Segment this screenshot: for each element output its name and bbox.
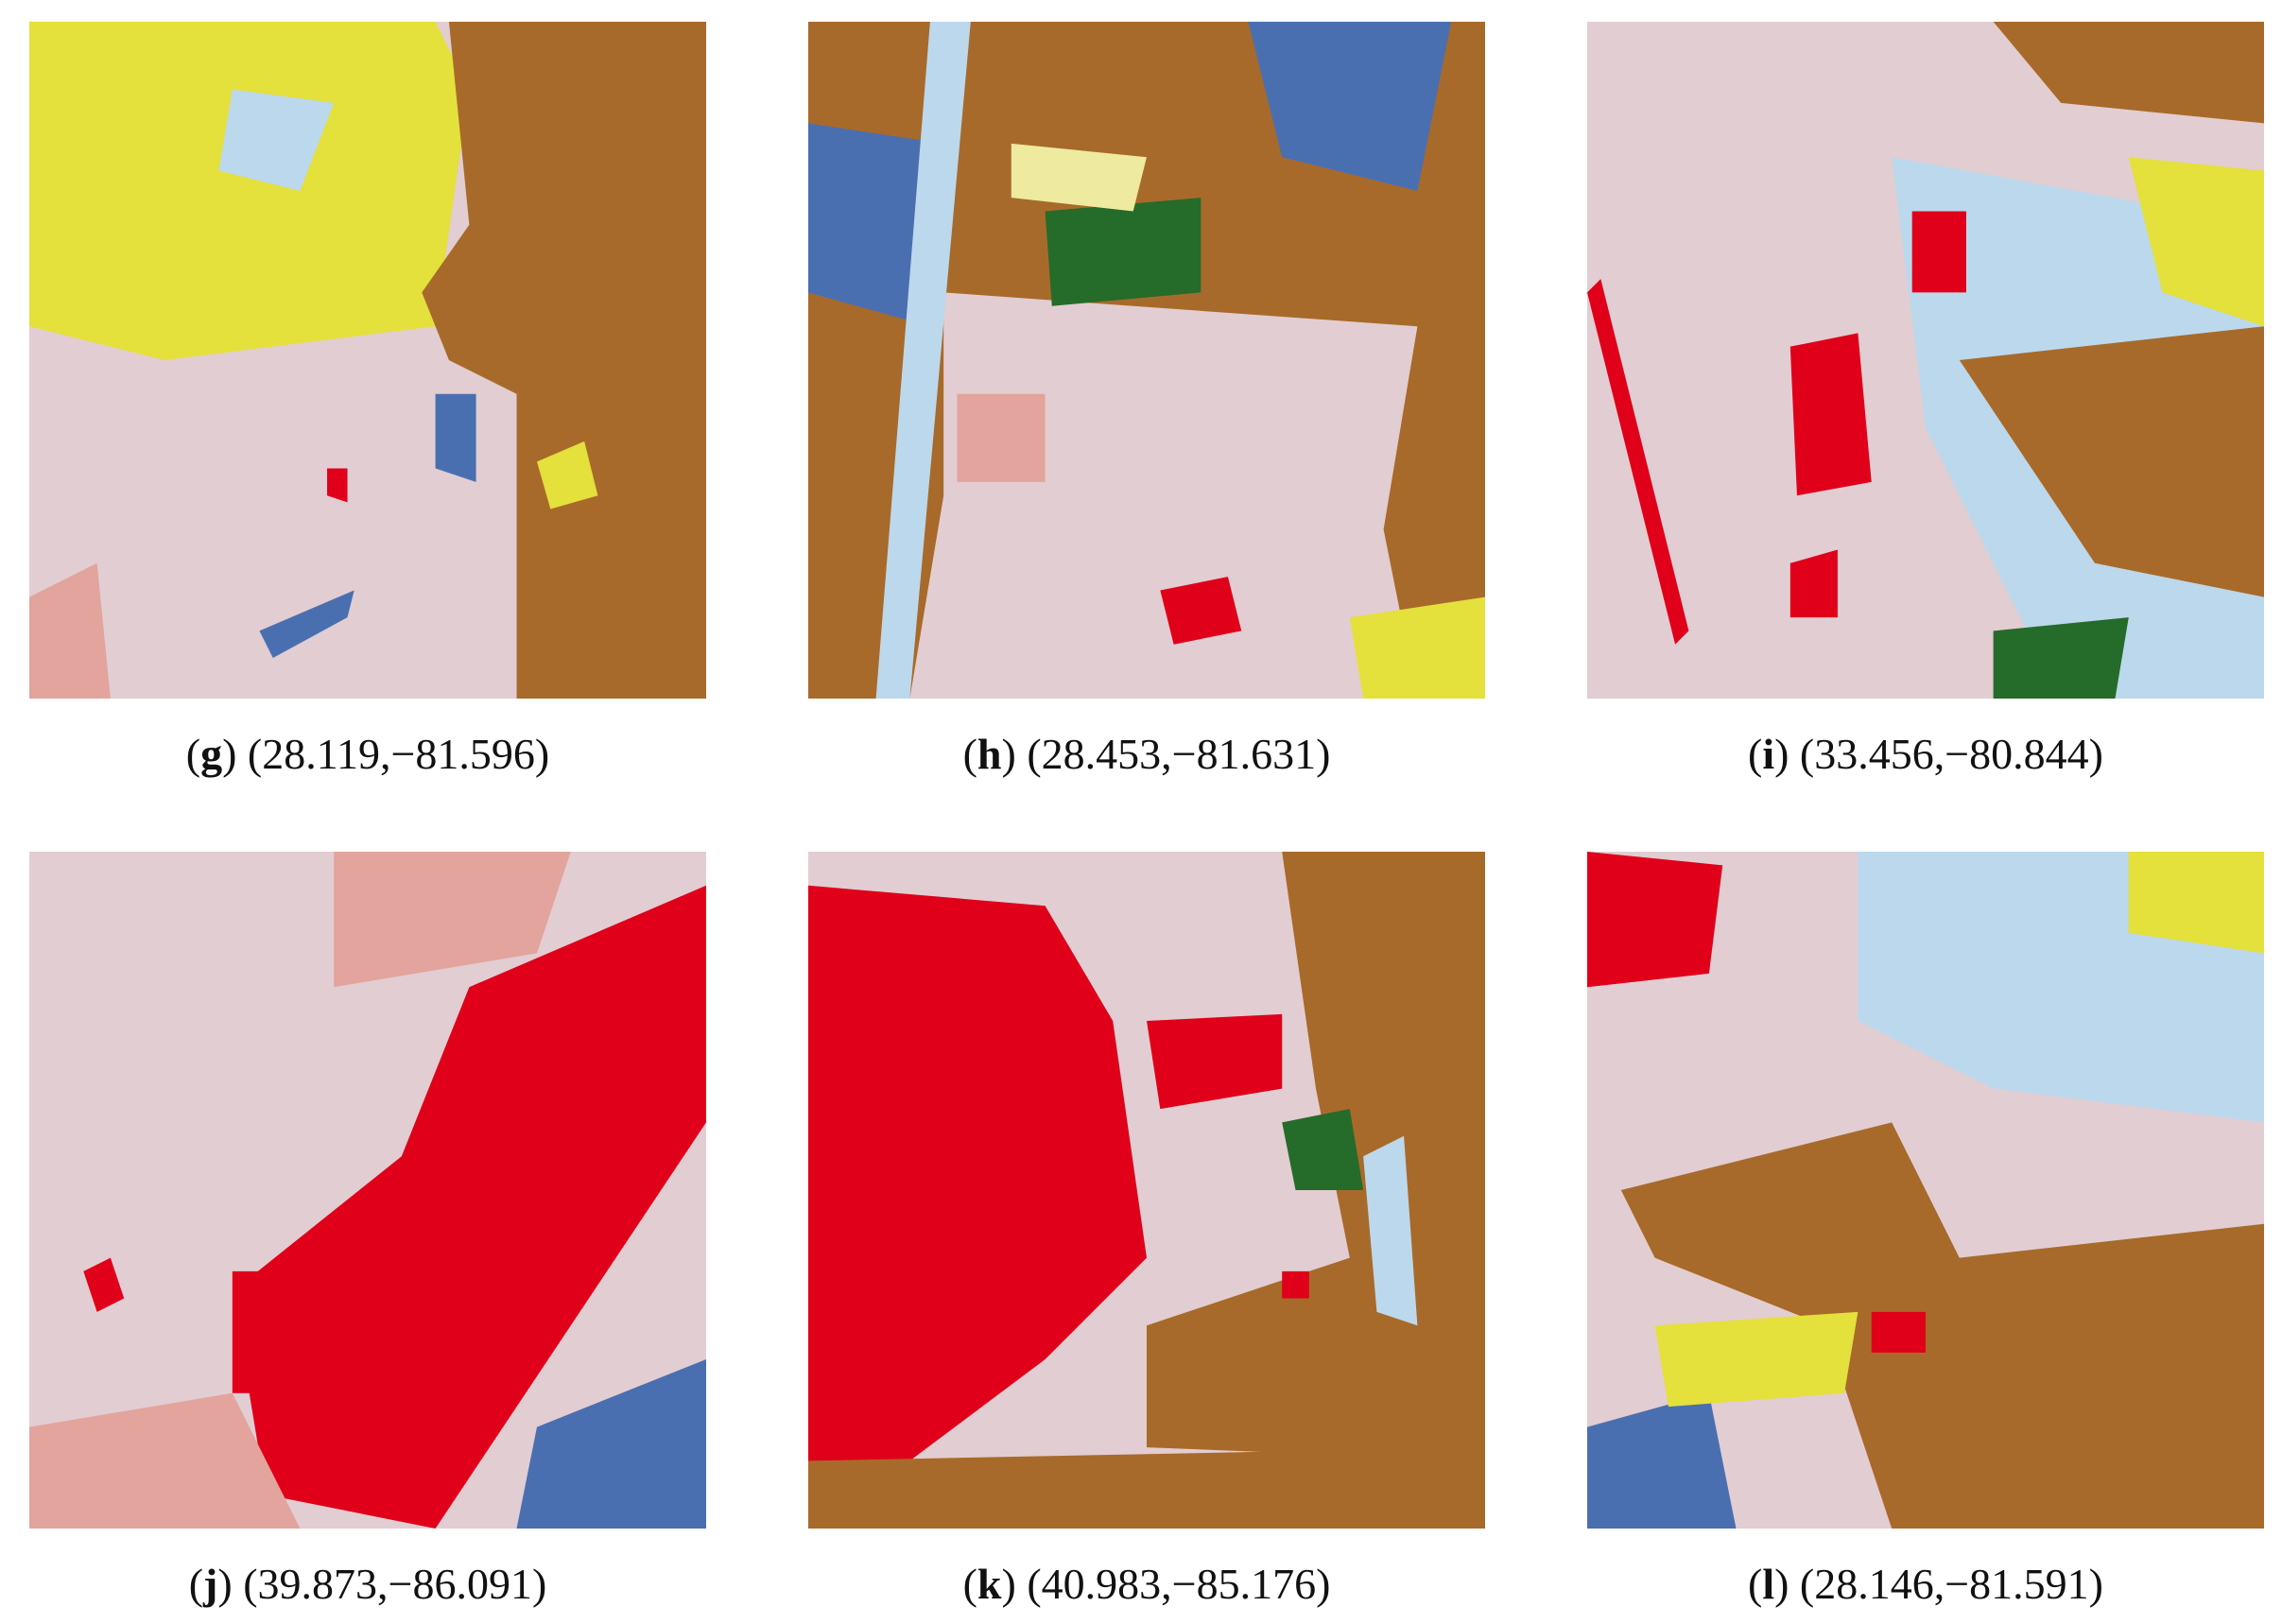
land-cover-map xyxy=(1587,22,2264,699)
land-patch xyxy=(1871,1311,1926,1353)
land-patch xyxy=(1959,326,2264,597)
land-cover-map xyxy=(1587,852,2264,1529)
caption-text: ) (40.983,−85.176) xyxy=(1001,1560,1331,1608)
land-patch xyxy=(875,22,971,699)
panel-letter: l xyxy=(1762,1560,1775,1608)
map-panel: (j) (39.873,−86.091) xyxy=(29,852,706,1608)
caption-text: ( xyxy=(962,1560,977,1608)
caption: (i) (33.456,−80.844) xyxy=(1587,729,2264,779)
land-patch xyxy=(1349,596,1485,699)
land-patch xyxy=(909,292,1418,699)
caption-text: ( xyxy=(188,1560,204,1608)
land-patch xyxy=(327,468,348,503)
map-panel: (l) (28.146,−81.591) xyxy=(1587,852,2264,1608)
land-patch xyxy=(1911,211,1966,293)
land-patch xyxy=(1248,22,1452,191)
land-patch xyxy=(1282,1270,1309,1299)
panel-letter: k xyxy=(977,1560,1002,1608)
land-patch xyxy=(83,1257,125,1312)
land-patch xyxy=(232,1270,368,1393)
land-patch xyxy=(1160,577,1242,645)
land-patch xyxy=(2128,852,2264,954)
caption-text: ) (28.453,−81.631) xyxy=(1001,730,1331,778)
land-patch xyxy=(1993,22,2264,124)
land-patch xyxy=(29,562,111,699)
panel-letter: j xyxy=(203,1560,218,1608)
caption: (g) (28.119,−81.596) xyxy=(29,729,706,779)
land-cover-map xyxy=(808,22,1485,699)
panel-letter: i xyxy=(1762,730,1775,778)
caption-text: ( xyxy=(1747,730,1763,778)
land-patch xyxy=(29,22,470,360)
land-patch xyxy=(516,1359,706,1529)
land-patch xyxy=(218,89,335,191)
land-patch xyxy=(422,22,706,699)
map-panel: (h) (28.453,−81.631) xyxy=(808,22,1485,778)
land-cover-map xyxy=(808,852,1485,1529)
map-panel: (g) (28.119,−81.596) xyxy=(29,22,706,778)
land-patch xyxy=(1587,279,1689,645)
caption-text: ) (39.873,−86.091) xyxy=(217,1560,547,1608)
land-patch xyxy=(1011,143,1147,212)
land-patch xyxy=(1147,1013,1283,1110)
land-patch xyxy=(808,1447,1485,1529)
land-patch xyxy=(1620,1122,2264,1529)
caption-text: ( xyxy=(1747,1560,1763,1608)
caption-text: ) (33.456,−80.844) xyxy=(1774,730,2103,778)
land-patch xyxy=(1654,1311,1858,1408)
land-patch xyxy=(808,885,1147,1475)
land-patch xyxy=(1587,1392,1737,1529)
land-patch xyxy=(259,590,354,659)
map-panel: (k) (40.983,−85.176) xyxy=(808,852,1485,1608)
land-patch xyxy=(1789,333,1872,496)
land-patch xyxy=(1993,973,2062,1021)
land-patch xyxy=(435,393,476,482)
land-patch xyxy=(1363,1135,1418,1326)
land-patch xyxy=(334,852,571,988)
caption: (j) (39.873,−86.091) xyxy=(29,1559,706,1609)
caption-text: ) (28.119,−81.596) xyxy=(222,730,550,778)
land-cover-map xyxy=(29,852,706,1529)
caption: (k) (40.983,−85.176) xyxy=(808,1559,1485,1609)
land-patch xyxy=(2128,157,2264,327)
land-cover-map xyxy=(29,22,706,699)
land-patch xyxy=(1282,1109,1364,1190)
land-patch xyxy=(957,393,1046,482)
land-patch xyxy=(1789,549,1838,618)
caption-text: ( xyxy=(962,730,977,778)
land-patch xyxy=(1993,617,2129,699)
land-patch xyxy=(537,441,598,510)
caption-text: ( xyxy=(185,730,201,778)
map-panel: (i) (33.456,−80.844) xyxy=(1587,22,2264,778)
panel-letter: h xyxy=(977,730,1002,778)
caption-text: ) (28.146,−81.591) xyxy=(1774,1560,2103,1608)
caption: (l) (28.146,−81.591) xyxy=(1587,1559,2264,1609)
land-patch xyxy=(1587,852,1723,988)
land-patch xyxy=(1045,198,1202,306)
caption: (h) (28.453,−81.631) xyxy=(808,729,1485,779)
land-patch xyxy=(29,1392,301,1529)
panel-letter: g xyxy=(200,730,223,778)
